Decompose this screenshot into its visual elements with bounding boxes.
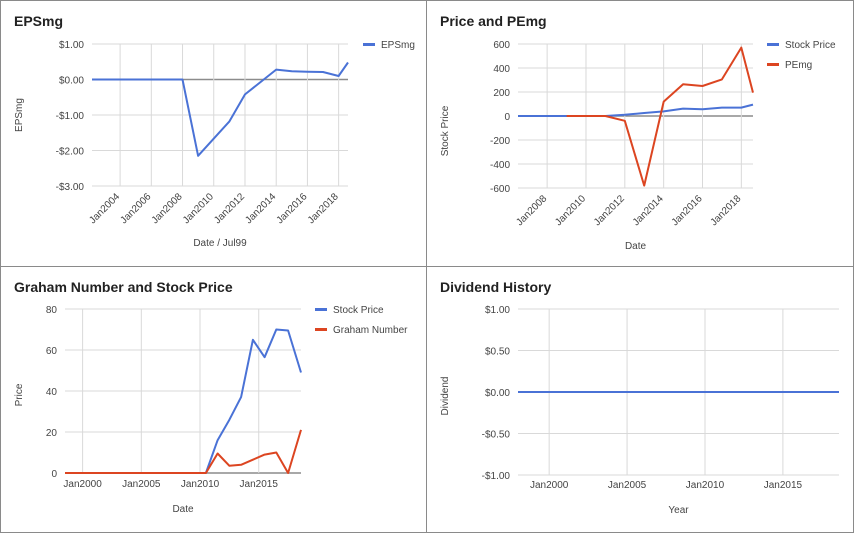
x-axis-title: Year [668, 505, 689, 516]
y-tick-label: 40 [46, 387, 58, 398]
y-axis-title: Price [14, 383, 25, 406]
legend-swatch [767, 43, 779, 46]
chart-title: EPSmg [14, 13, 64, 29]
x-tick-label: Jan2012 [592, 193, 627, 228]
legend-label: Graham Number [333, 325, 408, 336]
y-tick-label: 20 [46, 428, 58, 439]
y-axis-title: EPSmg [14, 98, 25, 132]
legend-swatch [315, 308, 327, 311]
x-tick-label: Jan2014 [631, 193, 666, 228]
series-line-pemg [566, 46, 754, 187]
y-tick-label: -600 [490, 184, 510, 195]
chart-title: Dividend History [440, 279, 552, 295]
x-tick-label: Jan2015 [764, 480, 803, 491]
x-tick-label: Jan2012 [212, 191, 247, 226]
x-tick-label: Jan2005 [122, 479, 161, 490]
y-tick-label: -$0.50 [482, 430, 511, 441]
x-tick-label: Jan2010 [181, 479, 220, 490]
y-axis-title: Stock Price [440, 105, 451, 156]
x-tick-label: Jan2010 [181, 191, 216, 226]
legend-label: PEmg [785, 60, 812, 71]
x-axis-title: Date / Jul99 [193, 238, 247, 249]
legend-swatch [363, 43, 375, 46]
x-tick-label: Jan2000 [63, 479, 102, 490]
x-axis-title: Date [625, 241, 647, 252]
x-tick-label: Jan2006 [119, 191, 154, 226]
y-tick-label: $0.00 [59, 76, 84, 87]
x-tick-label: Jan2015 [240, 479, 279, 490]
epsmg-chart: $1.00$0.00-$1.00-$2.00-$3.00Jan2004Jan20… [14, 40, 415, 249]
legend-label: Stock Price [333, 305, 384, 316]
x-tick-label: Jan2016 [670, 193, 705, 228]
x-tick-label: Jan2005 [608, 480, 647, 491]
x-tick-label: Jan2014 [243, 191, 278, 226]
graham-chart: 80 60 40 20 0 Jan2000 Jan2005 Jan2010 Jan2015 Dat… [14, 305, 408, 515]
y-tick-label: 80 [46, 305, 58, 316]
y-tick-label: -$3.00 [56, 182, 85, 193]
y-axis-title: Dividend [440, 377, 451, 416]
y-tick-label: 0 [51, 469, 57, 480]
dividend-chart: $1.00 $0.50 $0.00 -$0.50 -$1.00 Jan2000 Jan200… [440, 305, 839, 516]
x-tick-label: Jan2010 [686, 480, 725, 491]
x-tick-label: Jan2018 [306, 191, 341, 226]
y-tick-label: 400 [493, 64, 510, 75]
panel-price-pemg: Price and PEmg 600 400 200 0 -200 -400 -600 Jan… [426, 0, 854, 267]
y-tick-label: $1.00 [59, 40, 84, 51]
y-tick-label: 60 [46, 346, 58, 357]
x-tick-label: Jan2016 [275, 191, 310, 226]
y-tick-label: -$1.00 [56, 111, 85, 122]
y-tick-label: -200 [490, 136, 510, 147]
x-tick-label: Jan2018 [709, 193, 744, 228]
legend-label: Stock Price [785, 40, 836, 51]
series-line-stock-price [518, 103, 754, 117]
panel-dividend: Dividend History $1.00 $0.50 $0.00 -$0.50 -$… [426, 266, 854, 533]
panel-graham: Graham Number and Stock Price 80 60 40 20 0 J… [0, 266, 427, 533]
y-tick-label: $1.00 [485, 305, 510, 316]
y-tick-label: -400 [490, 160, 510, 171]
x-tick-label: Jan2008 [150, 191, 185, 226]
x-tick-label: Jan2008 [514, 193, 549, 228]
legend-label: EPSmg [381, 40, 415, 51]
x-tick-label: Jan2010 [553, 193, 588, 228]
chart-title: Price and PEmg [440, 13, 547, 29]
y-tick-label: -$1.00 [482, 471, 511, 482]
y-tick-label: $0.50 [485, 347, 510, 358]
y-tick-label: 600 [493, 40, 510, 51]
series-line-epsmg [92, 61, 349, 157]
x-axis-title: Date [172, 504, 194, 515]
panel-epsmg: EPSmg $1.00 $0.00 -$1.00 -$2.00 -$3.00 Jan200… [0, 0, 427, 267]
x-tick-label: Jan2004 [87, 191, 122, 226]
y-tick-label: 200 [493, 88, 510, 99]
x-tick-label: Jan2000 [530, 480, 569, 491]
y-tick-label: 0 [504, 112, 510, 123]
y-tick-label: -$2.00 [56, 147, 85, 158]
chart-title: Graham Number and Stock Price [14, 279, 233, 295]
legend-swatch [315, 328, 327, 331]
legend-swatch [767, 63, 779, 66]
y-tick-label: $0.00 [485, 388, 510, 399]
series-line-graham-number [65, 429, 302, 474]
series-line-stock-price [65, 328, 302, 474]
